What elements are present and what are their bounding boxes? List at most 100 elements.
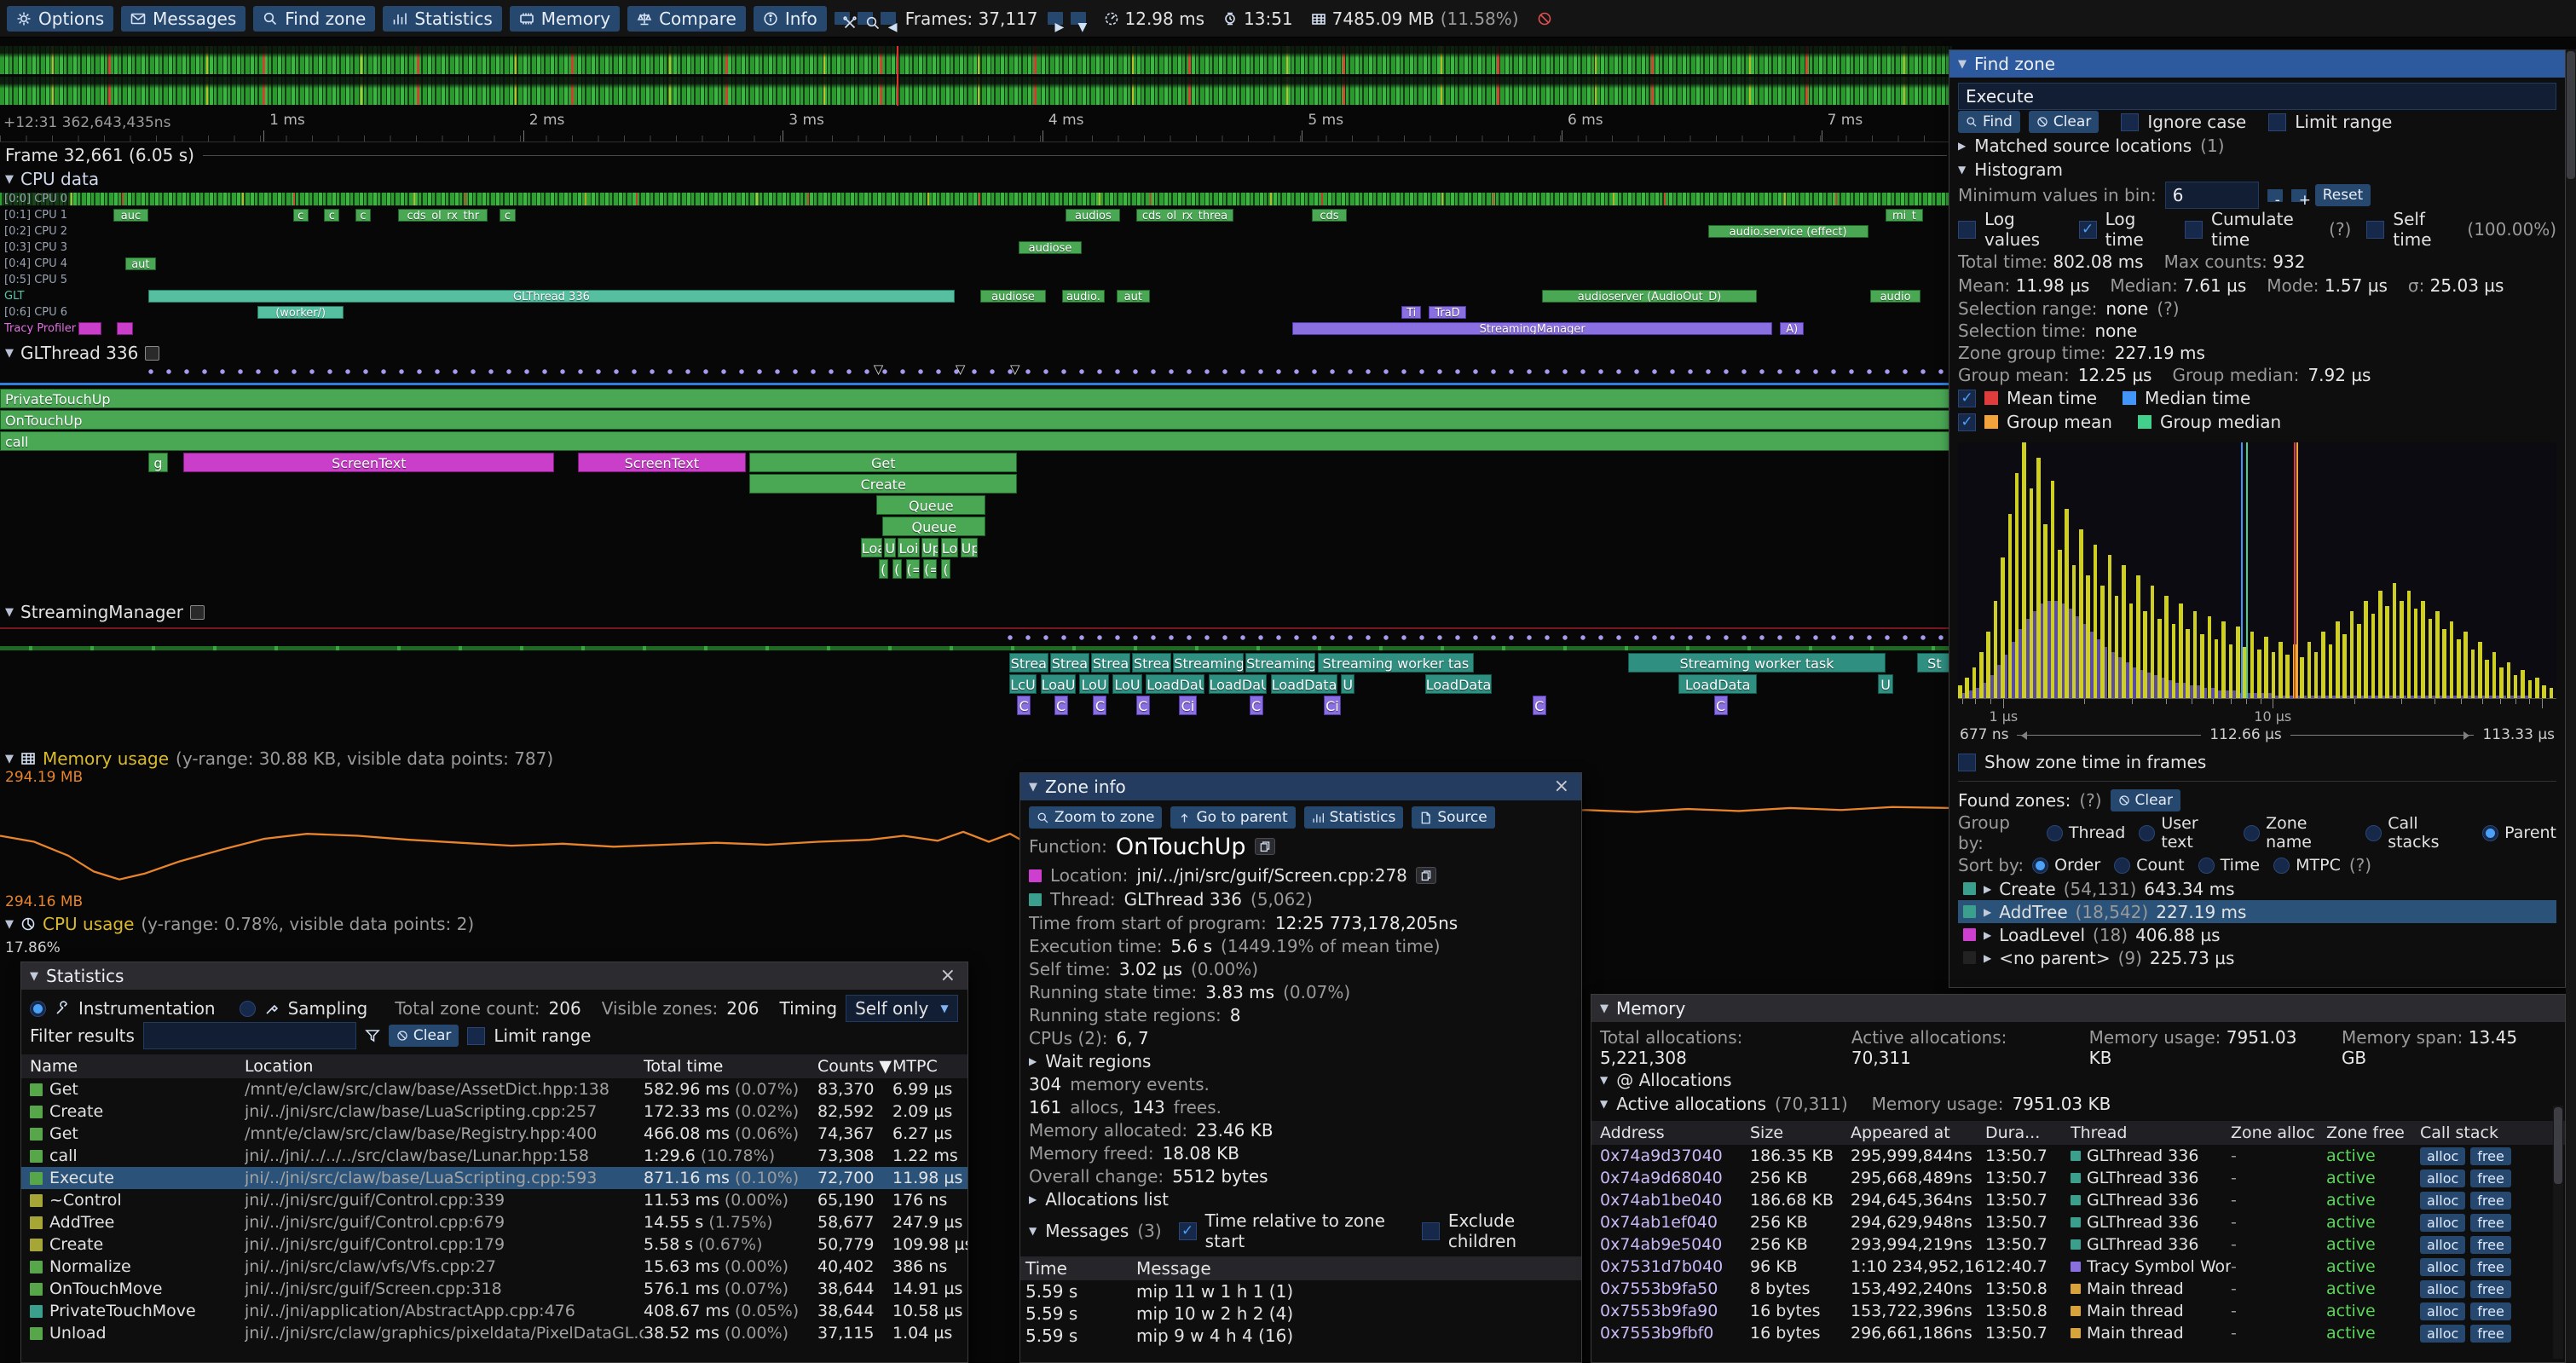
- source-button[interactable]: Source: [1412, 806, 1495, 829]
- zone-info-titlebar[interactable]: ▼ Zone info ×: [1020, 773, 1581, 800]
- timeline-zone[interactable]: Loa: [860, 538, 883, 557]
- timeline-zone[interactable]: Ti: [1401, 306, 1422, 319]
- sample-dots[interactable]: [147, 367, 1952, 378]
- glthread-header[interactable]: ▼ GLThread 336: [5, 343, 160, 363]
- table-row[interactable]: Normalize jni/../jni/src/claw/vfs/Vfs.cp…: [21, 1256, 967, 1278]
- sort-by-option[interactable]: Count: [2114, 856, 2185, 875]
- page-scrollbar[interactable]: [2566, 49, 2576, 1363]
- free-callstack-button[interactable]: free: [2470, 1258, 2511, 1276]
- timeline-zone[interactable]: audioserver (AudioOut_D): [1542, 290, 1757, 303]
- col-call-stack[interactable]: Call stack: [2420, 1123, 2498, 1142]
- histogram-section-row[interactable]: ▼ Histogram: [1958, 158, 2556, 182]
- expand-icon[interactable]: ▶: [1029, 1193, 1037, 1205]
- collapse-icon[interactable]: ▼: [5, 605, 14, 619]
- timeline-zone[interactable]: C: [1135, 696, 1150, 715]
- copy-button[interactable]: [1415, 867, 1436, 884]
- expand-icon[interactable]: ▶: [1984, 951, 1992, 964]
- message-row[interactable]: 5.59 s mip 10 w 2 h 2 (4): [1025, 1303, 1294, 1324]
- allocation-row[interactable]: 0x7553b9fbf0 16 bytes 296,661,186ns 13:5…: [1591, 1322, 2565, 1344]
- alloc-callstack-button[interactable]: alloc: [2420, 1170, 2466, 1187]
- statistics-titlebar[interactable]: ▼ Statistics ×: [21, 962, 967, 990]
- timeline-zone[interactable]: LoadDaU: [1208, 674, 1268, 694]
- timeline-zone[interactable]: c: [292, 209, 309, 222]
- timeline-zone[interactable]: C: [1532, 696, 1546, 715]
- timeline-zone[interactable]: Strea: [1132, 653, 1171, 673]
- timeline-zone[interactable]: C: [1017, 696, 1031, 715]
- timeline-zone[interactable]: OnTouchUp: [0, 410, 2011, 430]
- active-allocations-row[interactable]: ▼ Active allocations (70,311) Memory usa…: [1600, 1092, 2556, 1116]
- expand-icon[interactable]: ▶: [1029, 1054, 1037, 1067]
- found-zone-row[interactable]: ▶ <no parent> (9) 225.73 µs: [1958, 946, 2556, 969]
- timeline-zone[interactable]: c: [324, 209, 340, 222]
- timeline-zone[interactable]: cds_ol_rx_threa: [1135, 209, 1234, 222]
- limit-range-checkbox[interactable]: [2268, 113, 2287, 131]
- group-mean-median-checkbox[interactable]: [1958, 413, 1976, 431]
- cpu-lane[interactable]: audio.service (effect) [0:2] CPU 2: [0, 223, 1952, 240]
- timeline-zone[interactable]: Streaming worker tas: [1317, 653, 1474, 673]
- find-zone-titlebar[interactable]: ▼ Find zone: [1949, 50, 2565, 78]
- timeline[interactable]: +12:31 362,643,435ns 1 ms 2 ms 3 ms 4 ms 5 m…: [0, 0, 2011, 1363]
- timeline-zone[interactable]: LoU: [1112, 674, 1142, 694]
- timeline-zone[interactable]: LoaU: [1040, 674, 1076, 694]
- hint-icon[interactable]: (?): [2079, 790, 2102, 811]
- prev-frame-button[interactable]: ◀: [880, 12, 897, 34]
- timeline-zone[interactable]: c: [355, 209, 372, 222]
- cumulate-time-checkbox[interactable]: [2184, 220, 2203, 239]
- sort-by-option[interactable]: Time: [2198, 856, 2260, 875]
- table-row[interactable]: Get /mnt/e/claw/src/claw/base/AssetDict.…: [21, 1078, 967, 1100]
- timeline-zone[interactable]: (=: [923, 559, 938, 579]
- memory-table-header[interactable]: Address Size Appeared at Dura... Thread …: [1591, 1121, 2565, 1145]
- timeline-zone[interactable]: Ci: [1323, 696, 1342, 715]
- memory-plot-header[interactable]: ▼ Memory usage (y-range: 30.88 KB, visib…: [5, 748, 553, 769]
- timeline-zone[interactable]: C: [1054, 696, 1068, 715]
- cpu-lane[interactable]: aut [0:4] CPU 4: [0, 256, 1952, 272]
- messages-button[interactable]: Messages: [121, 5, 246, 32]
- free-callstack-button[interactable]: free: [2470, 1192, 2511, 1210]
- memory-scrollbar[interactable]: [2553, 1106, 2563, 1359]
- goto-search-button[interactable]: [857, 12, 879, 30]
- timeline-zone[interactable]: audiose: [979, 290, 1047, 303]
- log-values-checkbox[interactable]: [1958, 220, 1976, 239]
- timeline-zone[interactable]: Ci: [1179, 696, 1197, 715]
- alloc-callstack-button[interactable]: alloc: [2420, 1302, 2466, 1320]
- free-callstack-button[interactable]: free: [2470, 1280, 2511, 1298]
- memory-button[interactable]: Memory: [509, 5, 621, 32]
- hint-icon[interactable]: (?): [2348, 855, 2372, 875]
- expand-icon[interactable]: ▶: [1958, 140, 1967, 152]
- timeline-zone[interactable]: Loi: [898, 538, 920, 557]
- table-row[interactable]: AddTree jni/../jni/src/guif/Control.cpp:…: [21, 1211, 967, 1233]
- collapse-icon[interactable]: ▼: [5, 917, 14, 931]
- timeline-zone[interactable]: ScreenText: [183, 453, 555, 472]
- timeline-zone[interactable]: LoadData: [1270, 674, 1337, 694]
- filter-input[interactable]: [142, 1022, 356, 1049]
- clear-button[interactable]: Clear: [2028, 111, 2099, 133]
- go-to-parent-button[interactable]: Go to parent: [1170, 806, 1296, 829]
- instrumentation-radio[interactable]: [30, 1000, 46, 1017]
- collapse-icon[interactable]: ▼: [5, 752, 14, 765]
- zone-statistics-button[interactable]: Statistics: [1303, 806, 1404, 829]
- timeline-zone[interactable]: (: [892, 559, 902, 579]
- timeline-zone[interactable]: C: [1093, 696, 1107, 715]
- timeline-zone[interactable]: U: [1341, 674, 1355, 694]
- pin-icon[interactable]: [189, 604, 205, 620]
- timeline-zone[interactable]: C: [1713, 696, 1728, 715]
- col-time[interactable]: Time: [1025, 1258, 1067, 1279]
- table-row[interactable]: Execute jni/../jni/src/claw/base/LuaScri…: [21, 1167, 967, 1189]
- reset-button[interactable]: Reset: [2314, 184, 2371, 206]
- timeline-zone[interactable]: Queue: [882, 517, 986, 536]
- compare-button[interactable]: Compare: [627, 5, 746, 32]
- timeline-zone[interactable]: Lo: [940, 538, 959, 557]
- histogram-plot[interactable]: [1958, 442, 2556, 699]
- col-zone-alloc[interactable]: Zone alloc: [2231, 1123, 2315, 1142]
- sort-by-option[interactable]: MTPC: [2273, 856, 2341, 875]
- cpu-plot-header[interactable]: ▼ CPU usage (y-range: 0.78%, visible dat…: [5, 914, 474, 934]
- collapse-icon[interactable]: ▼: [1958, 164, 1967, 176]
- cpu-lane[interactable]: audiose [0:3] CPU 3: [0, 240, 1952, 256]
- timeline-zone[interactable]: Streaming worker task: [1627, 653, 1886, 673]
- exclude-children-checkbox[interactable]: [1421, 1222, 1440, 1240]
- timeline-zone[interactable]: (: [940, 559, 951, 579]
- message-marker-icon[interactable]: ▽: [873, 361, 884, 377]
- timeline-zone[interactable]: Strea: [1050, 653, 1089, 673]
- zoom-to-zone-button[interactable]: Zoom to zone: [1029, 806, 1163, 829]
- timeline-zone[interactable]: GLThread 336: [148, 290, 955, 303]
